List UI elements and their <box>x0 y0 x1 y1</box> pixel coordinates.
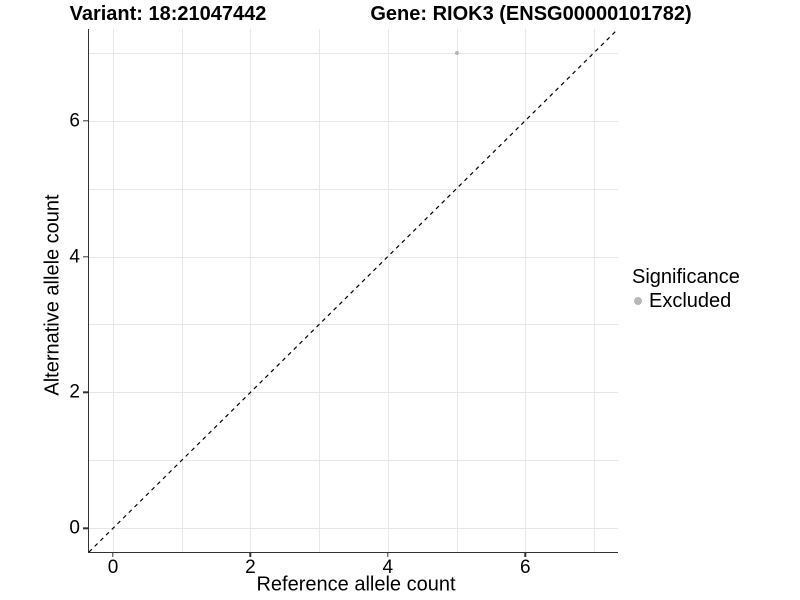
legend: Significance Excluded <box>632 266 740 312</box>
gridline-vertical <box>181 29 183 552</box>
x-tick-mark <box>524 552 526 557</box>
gridline-vertical <box>250 29 252 552</box>
x-axis-title: Reference allele count <box>256 573 456 596</box>
gridline-horizontal <box>89 188 618 190</box>
gridline-vertical <box>319 29 321 552</box>
legend-title: Significance <box>632 266 740 288</box>
identity-line-layer <box>88 28 619 553</box>
y-tick-mark <box>83 119 88 122</box>
variant-title: Variant: 18:21047442 <box>69 3 267 25</box>
gridline-horizontal <box>89 460 618 462</box>
y-tick-label: 6 <box>69 110 80 132</box>
y-tick-mark <box>83 391 88 394</box>
gridline-vertical <box>525 29 527 552</box>
gridline-horizontal <box>89 324 618 326</box>
gridline-vertical <box>593 29 595 552</box>
gridline-horizontal <box>89 392 618 394</box>
gridline-vertical <box>113 29 115 552</box>
legend-item-excluded: Excluded <box>632 290 740 312</box>
y-axis-title: Alternative allele count <box>41 194 64 396</box>
x-tick-label: 4 <box>382 557 394 578</box>
x-tick-label: 2 <box>245 557 256 578</box>
plot-panel: 0 2 4 6 0 2 4 6 <box>69 28 619 577</box>
y-tick-mark <box>83 255 88 258</box>
x-tick-label: 0 <box>107 557 119 578</box>
gridline-vertical <box>456 29 458 552</box>
gene-title: Gene: RIOK3 (ENSG00000101782) <box>370 3 692 25</box>
gridline-horizontal <box>89 528 618 530</box>
y-tick-mark <box>83 527 88 529</box>
legend-item-label: Excluded <box>649 290 732 312</box>
y-tick-label: 4 <box>69 246 80 268</box>
x-tick-mark <box>387 552 389 557</box>
gridline-horizontal <box>89 120 618 122</box>
gridline-vertical <box>387 29 389 552</box>
gridline-horizontal <box>89 52 618 54</box>
y-tick-label: 2 <box>69 381 80 403</box>
x-tick-label: 6 <box>519 557 531 578</box>
x-tick-mark <box>249 552 252 557</box>
y-tick-label: 0 <box>69 517 80 539</box>
excluded-point-icon <box>634 297 642 305</box>
gridline-horizontal <box>89 256 618 258</box>
identity-dashed-line <box>88 28 619 553</box>
data-point <box>454 50 459 55</box>
x-tick-mark <box>112 552 114 557</box>
